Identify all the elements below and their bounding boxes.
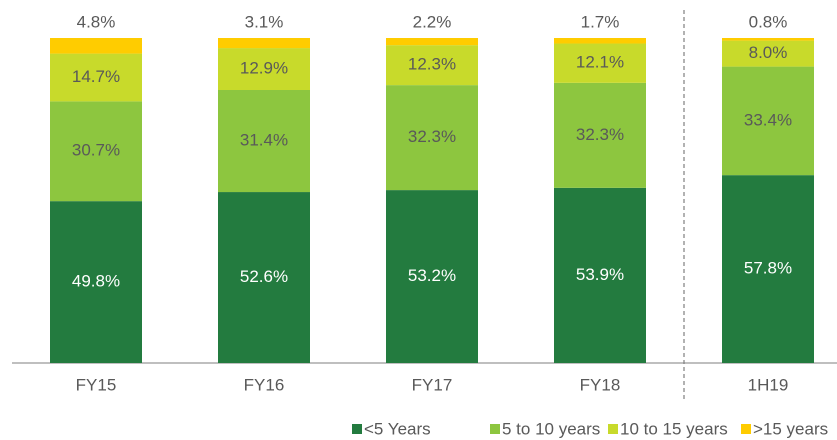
data-label: 31.4% <box>240 131 288 150</box>
bar-segment <box>386 85 478 191</box>
data-label: 32.3% <box>408 127 456 146</box>
data-label: 12.3% <box>408 55 456 74</box>
data-label: 3.1% <box>245 12 284 31</box>
legend-swatch <box>352 424 362 434</box>
data-label: 8.0% <box>749 43 788 62</box>
bar-segment <box>554 43 646 83</box>
data-label: 1.7% <box>581 12 620 31</box>
data-label: 32.3% <box>576 125 624 144</box>
bar-segment <box>386 45 478 86</box>
data-label: 33.4% <box>744 110 792 129</box>
bar-segment <box>722 38 814 41</box>
bar-segment <box>554 187 646 363</box>
data-label: 49.8% <box>72 272 120 291</box>
legend-label: <5 Years <box>364 419 431 438</box>
bar-segment <box>722 40 814 67</box>
data-label: 53.2% <box>408 266 456 285</box>
data-label: 53.9% <box>576 265 624 284</box>
data-label: 4.8% <box>77 12 116 31</box>
bar-segment <box>50 53 142 102</box>
bar-segment <box>218 192 310 363</box>
data-label: 14.7% <box>72 67 120 86</box>
bar-segment <box>386 190 478 363</box>
bar-segment <box>218 48 310 90</box>
bar-segment <box>218 38 310 49</box>
legend-swatch <box>608 424 618 434</box>
data-label: 12.1% <box>576 53 624 72</box>
data-label: 2.2% <box>413 12 452 31</box>
bar-segment <box>50 101 142 202</box>
bar-segment <box>722 66 814 176</box>
bar-segment <box>722 175 814 363</box>
bar-segment <box>218 90 310 193</box>
legend-label: 10 to 15 years <box>620 419 728 438</box>
bar-segment <box>50 201 142 363</box>
legend-swatch <box>490 424 500 434</box>
legend-label: >15 years <box>753 419 828 438</box>
x-tick-label: FY16 <box>244 375 285 394</box>
x-tick-label: FY15 <box>76 375 117 394</box>
data-label: 12.9% <box>240 59 288 78</box>
x-tick-label: 1H19 <box>748 375 789 394</box>
bar-segment <box>554 82 646 188</box>
bar-segment <box>554 38 646 44</box>
data-label: 0.8% <box>749 12 788 31</box>
data-label: 57.8% <box>744 259 792 278</box>
bar-segment <box>386 38 478 46</box>
data-label: 30.7% <box>72 141 120 160</box>
x-tick-label: FY18 <box>580 375 621 394</box>
legend-swatch <box>741 424 751 434</box>
bar-segment <box>50 38 142 54</box>
x-tick-label: FY17 <box>412 375 453 394</box>
data-label: 52.6% <box>240 267 288 286</box>
legend-label: 5 to 10 years <box>502 419 600 438</box>
